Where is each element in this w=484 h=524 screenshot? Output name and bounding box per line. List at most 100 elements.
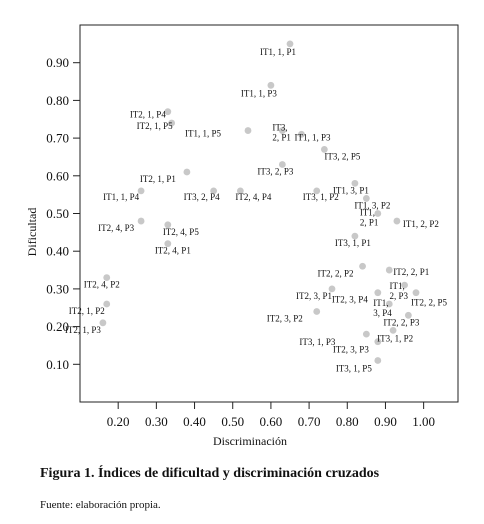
data-point: [267, 81, 275, 89]
scatter-chart: 0.20 0.30 0.40 0.50 0.60 0.70 0.80 0.90 1.00 0.10…: [25, 24, 459, 448]
data-point-label-line: 2, P3: [390, 291, 409, 301]
y-tick-label: 0.90: [46, 55, 69, 70]
data-point-label-line: IT3,: [272, 123, 287, 133]
data-point-label-line: 2, P1: [360, 218, 379, 228]
data-point-label: IT1, 3, P4: [373, 298, 392, 318]
data-point-label: IT2, 3, P1: [296, 291, 332, 301]
y-tick-label: 0.30: [46, 281, 69, 296]
data-point-label: IT1, 1, P4: [103, 192, 140, 202]
data-point: [164, 240, 172, 248]
data-point-label: IT2, 3, P4: [332, 295, 369, 305]
x-tick-label: 0.80: [336, 414, 359, 429]
x-tick-label: 0.50: [221, 414, 244, 429]
y-tick-label: 0.10: [46, 357, 69, 372]
data-point-label: IT2, 2, P5: [411, 298, 448, 308]
data-point: [313, 187, 321, 195]
data-point-label: IT3, 2, P3: [257, 166, 294, 176]
data-point: [236, 187, 244, 195]
data-point-label: IT2, 1, P1: [140, 174, 176, 184]
data-point: [412, 289, 420, 297]
data-point: [351, 179, 359, 187]
data-point-label: IT2, 4, P5: [163, 227, 200, 237]
data-point-label: IT1, 3, P1: [333, 185, 369, 195]
data-point-label: IT1, 3, P2: [354, 200, 390, 210]
data-point: [328, 285, 336, 293]
y-axis-title: Dificultad: [25, 208, 39, 257]
x-tick-label: 0.70: [298, 414, 321, 429]
data-point: [103, 300, 111, 308]
data-point-label: IT3, 1, P5: [336, 364, 373, 374]
y-tick-label: 0.80: [46, 93, 69, 108]
data-point-label-line: 3, P4: [373, 308, 392, 318]
data-point: [164, 108, 172, 116]
y-tick-label: 0.70: [46, 131, 69, 146]
data-point: [404, 311, 412, 319]
data-point: [374, 289, 382, 297]
chart-axes: 0.20 0.30 0.40 0.50 0.60 0.70 0.80 0.90 1.00 0.10…: [46, 24, 459, 429]
x-axis-title: Discriminación: [213, 434, 287, 448]
data-point-label: IT2, 4, P2: [84, 280, 120, 290]
data-point-label: IT3, 2, P4: [184, 192, 221, 202]
data-point: [244, 127, 252, 134]
chart-points: [99, 40, 420, 364]
y-tick-label: 0.40: [46, 244, 69, 259]
data-point-label: IT2, 1, P3: [65, 325, 102, 335]
data-point: [313, 308, 321, 315]
data-point-label: IT2, 3, P2: [267, 314, 303, 324]
data-point: [183, 168, 191, 176]
data-point-label: IT3, 2, P1: [272, 123, 291, 143]
data-point: [401, 281, 408, 289]
data-point-label: IT3, 2, P5: [324, 151, 361, 161]
data-point: [164, 221, 172, 229]
y-tick-label: 0.60: [46, 168, 69, 183]
data-point-label: IT1, 1, P3: [241, 88, 278, 98]
data-point: [389, 326, 397, 334]
data-point: [393, 217, 401, 225]
data-point: [320, 146, 328, 153]
data-point-label-line: 2, P1: [272, 133, 291, 143]
data-point-label: IT2, 4, P4: [235, 192, 272, 202]
data-point: [374, 210, 382, 217]
data-point: [99, 319, 107, 327]
data-point-label: IT2, 1, P4: [130, 110, 167, 120]
data-point-label: IT1, 1, P5: [185, 129, 222, 139]
data-point: [278, 161, 286, 168]
data-point: [168, 119, 176, 127]
data-point-label: IT1, 2, P2: [403, 219, 439, 229]
data-point-label: IT2, 2, P3: [383, 317, 420, 327]
data-point-label: IT2, 1, P5: [137, 121, 174, 131]
data-point: [362, 330, 370, 338]
data-point: [298, 130, 305, 138]
data-point-label: IT1, 1, P3: [294, 132, 331, 142]
figure-source: Fuente: elaboración propia.: [40, 499, 161, 511]
data-point-label: IT2, 4, P3: [98, 223, 135, 233]
data-point-label-line: IT1,: [390, 281, 405, 291]
y-tick-label: 0.20: [46, 319, 69, 334]
x-tick-label: 0.60: [260, 414, 283, 429]
x-tick-label: 0.90: [374, 414, 397, 429]
data-point: [362, 195, 370, 202]
figure-caption: Figura 1. Índices de dificultad y discri…: [40, 466, 380, 481]
data-point-label: IT3, 1, P3: [299, 337, 336, 347]
data-point-label: IT2, 2, P2: [318, 268, 354, 278]
y-tick-label: 0.50: [46, 206, 69, 221]
data-point-label: IT1, 1, P1: [260, 47, 296, 57]
data-point: [351, 232, 359, 240]
data-point: [278, 127, 286, 134]
data-point-label: IT3, 1, P1: [335, 238, 371, 248]
data-point-label-line: IT1,: [360, 208, 375, 218]
data-point: [374, 357, 382, 364]
data-point: [286, 40, 294, 48]
data-point: [103, 274, 111, 281]
data-point: [210, 187, 218, 195]
data-point: [359, 262, 366, 270]
data-point-label: IT2, 1, P2: [69, 306, 105, 316]
x-tick-label: 0.40: [183, 414, 206, 429]
data-point: [374, 338, 382, 346]
data-point-label: IT3, 1, P2: [303, 192, 339, 202]
data-point: [385, 266, 393, 274]
data-point-label: IT3, 1, P2: [377, 333, 413, 343]
data-point-label: IT2, 3, P3: [333, 345, 370, 355]
x-tick-label: 1.00: [412, 414, 435, 429]
